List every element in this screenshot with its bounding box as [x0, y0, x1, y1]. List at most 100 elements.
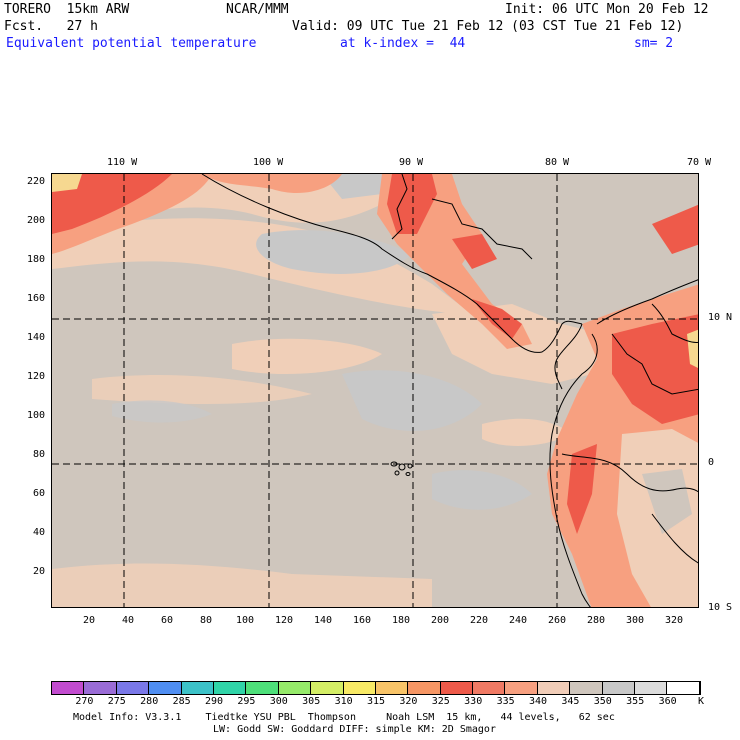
colorbar-unit: K: [697, 696, 705, 707]
colorbar-tick-label: 340: [528, 696, 548, 707]
colorbar-tick-label: 315: [366, 696, 386, 707]
y-tick: 220: [27, 176, 46, 187]
field-hot-region: [52, 174, 172, 234]
colorbar-swatch: [635, 682, 668, 694]
island: [398, 463, 406, 471]
x-tick: 280: [587, 615, 606, 626]
colorbar-swatch: [440, 682, 474, 694]
coastline-border: [651, 303, 698, 343]
y-tick: 160: [27, 293, 46, 304]
field-hot-region: [452, 234, 497, 269]
field-band-peach: [482, 418, 572, 446]
coastline-south-america: [549, 333, 598, 607]
colorbar-tick-label: 280: [140, 696, 159, 707]
field-band-gray: [256, 230, 412, 274]
colorbar: [51, 681, 701, 695]
x-tick: 240: [509, 615, 528, 626]
coastline-border: [431, 198, 533, 260]
coastline-border: [561, 453, 698, 493]
colorbar-tick-label: 360: [658, 696, 677, 707]
field-band-gray: [322, 174, 392, 199]
lon-label-110w: 110 W: [107, 157, 138, 168]
colorbar-swatch: [116, 682, 150, 694]
y-tick: 100: [27, 410, 46, 421]
x-tick: 260: [548, 615, 567, 626]
y-tick: 60: [33, 488, 46, 499]
colorbar-swatch: [473, 682, 506, 694]
field-hot-region: [652, 204, 698, 254]
field-warm-region: [202, 174, 342, 194]
colorbar-tick-label: 295: [237, 696, 256, 707]
colorbar-tick-label: 330: [464, 696, 483, 707]
colorbar-tick-label: 290: [204, 696, 224, 707]
map-panel: [51, 173, 699, 608]
y-tick: 140: [27, 332, 46, 343]
x-tick: 180: [392, 615, 411, 626]
init-time: Init: 06 UTC Mon 20 Feb 12: [505, 2, 709, 17]
graticule: [52, 174, 698, 607]
x-tick: 20: [83, 615, 96, 626]
x-tick: 60: [161, 615, 174, 626]
x-tick: 100: [236, 615, 255, 626]
x-tick: 40: [122, 615, 135, 626]
lon-label-100w: 100 W: [253, 157, 284, 168]
colorbar-swatch: [181, 682, 214, 694]
colorbar-swatch: [667, 682, 700, 694]
island: [405, 472, 411, 476]
field-band-peach: [52, 563, 432, 607]
lon-label-90w: 90 W: [399, 157, 424, 168]
valid-time: Valid: 09 UTC Tue 21 Feb 12 (03 CST Tue …: [292, 19, 684, 34]
org-label: NCAR/MMM: [226, 2, 289, 17]
colorbar-swatch: [408, 682, 441, 694]
coastline-pacific-north: [201, 174, 583, 353]
colorbar-swatch: [602, 682, 636, 694]
y-tick: 80: [33, 449, 46, 460]
colorbar-tick-label: 355: [626, 696, 645, 707]
colorbar-swatch: [84, 682, 117, 694]
colorbar-swatch: [213, 682, 247, 694]
colorbar-swatch: [343, 682, 376, 694]
colorbar-tick-label: 285: [172, 696, 191, 707]
colorbar-swatch: [537, 682, 571, 694]
field-hottest-region: [52, 174, 82, 192]
field-band-gray: [112, 400, 212, 423]
level-label: at k-index = 44: [340, 36, 466, 51]
colorbar-swatch: [149, 682, 182, 694]
colorbar-swatch: [570, 682, 603, 694]
field-base-patch: [642, 469, 692, 534]
model-info-line2: LW: Godd SW: Goddard DIFF: simple KM: 2D…: [213, 724, 496, 735]
colorbar-swatch: [311, 682, 344, 694]
x-tick: 220: [470, 615, 489, 626]
colorbar-tick-label: 335: [496, 696, 515, 707]
x-tick: 320: [665, 615, 684, 626]
y-tick: 40: [33, 527, 46, 538]
lat-label-0: 0: [708, 457, 715, 468]
colorbar-tick-label: 270: [75, 696, 94, 707]
field-name: Equivalent potential temperature: [6, 36, 257, 51]
model-info-line1: Model Info: V3.3.1 Tiedtke YSU PBL Thomp…: [73, 712, 615, 723]
coastline-border: [611, 333, 698, 395]
lat-label-10n: 10 N: [708, 312, 733, 323]
colorbar-swatch: [278, 682, 312, 694]
model-title: TORERO 15km ARW: [4, 2, 130, 17]
colorbar-tick-label: 320: [399, 696, 418, 707]
field-band-peach: [52, 218, 472, 314]
y-tick: 180: [27, 254, 46, 265]
coastlines: [201, 174, 698, 607]
coastline-caribbean: [596, 279, 698, 325]
coastline-border: [391, 174, 408, 240]
colorbar-tick-label: 325: [431, 696, 450, 707]
colorbar-tick-label: 345: [561, 696, 580, 707]
colorbar-tick-label: 275: [107, 696, 126, 707]
colorbar-tick-label: 300: [269, 696, 288, 707]
y-tick: 120: [27, 371, 46, 382]
x-tick: 80: [200, 615, 213, 626]
map-canvas: [52, 174, 698, 607]
field-band-gray: [432, 470, 532, 510]
x-tick: 200: [431, 615, 450, 626]
lon-label-70w: 70 W: [687, 157, 712, 168]
colorbar-swatch: [52, 682, 85, 694]
field-hottest-region: [687, 329, 698, 368]
x-tick: 140: [314, 615, 333, 626]
coastline-border: [651, 513, 698, 564]
